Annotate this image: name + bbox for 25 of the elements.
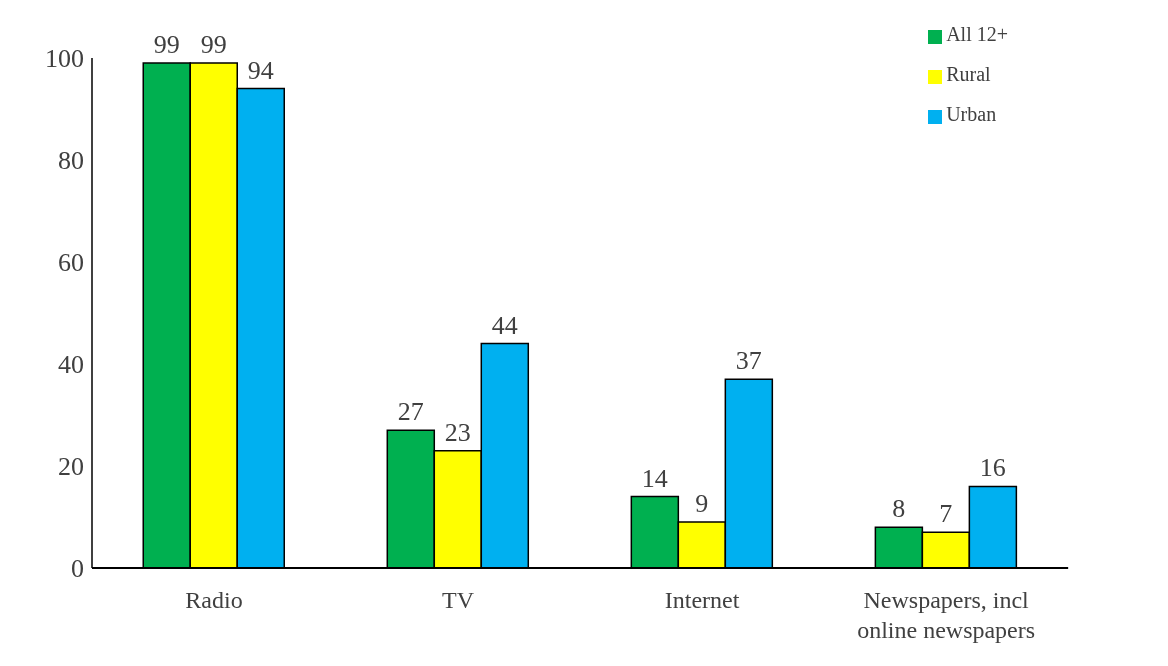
legend-label: All 12+ — [946, 23, 1008, 45]
data-label: 8 — [892, 494, 906, 524]
legend-label: Urban — [946, 103, 997, 125]
data-label: 99 — [200, 30, 227, 60]
data-label: 99 — [153, 30, 180, 60]
x-tick-label: TV — [442, 587, 475, 613]
y-tick-label: 80 — [58, 146, 84, 176]
x-tick-label: Internet — [664, 587, 740, 613]
data-label: 7 — [939, 499, 953, 529]
y-tick-label: 0 — [71, 554, 84, 584]
legend-label: Rural — [946, 63, 991, 85]
y-tick-label: 60 — [58, 248, 84, 278]
data-label: 14 — [641, 463, 668, 493]
data-label: 94 — [247, 55, 274, 85]
x-tick-label: Radio — [185, 587, 243, 613]
data-label: 16 — [979, 453, 1006, 483]
data-label: 9 — [695, 489, 709, 519]
y-tick-label: 40 — [58, 350, 84, 380]
x-tick-label: Newspapers, incl online newspapers — [857, 587, 1036, 643]
data-label: 37 — [735, 346, 762, 376]
data-label: 27 — [397, 397, 424, 427]
data-label: 44 — [491, 310, 518, 340]
y-tick-label: 20 — [58, 452, 84, 482]
data-label: 23 — [444, 417, 471, 447]
y-tick-label: 100 — [45, 44, 84, 74]
